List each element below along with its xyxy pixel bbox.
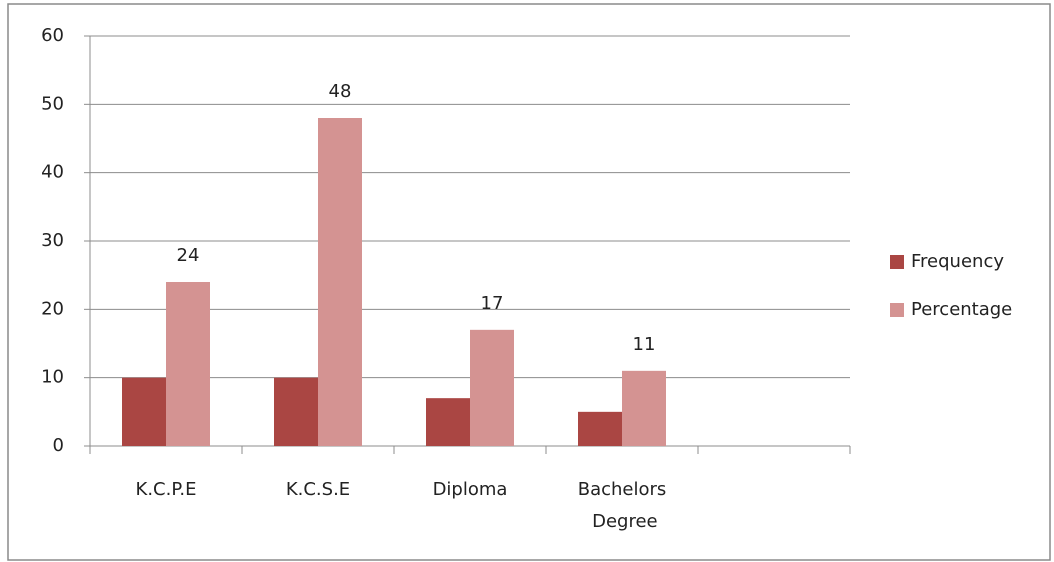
legend-swatch [890,255,904,269]
y-tick-label: 30 [41,230,64,251]
y-tick-label: 0 [53,435,64,456]
y-tick-label: 10 [41,367,64,388]
legend-swatch [890,303,904,317]
data-label: 11 [633,334,656,355]
x-tick-label: Diploma [433,479,508,500]
bar [274,377,318,446]
legend-label: Frequency [911,251,1004,272]
data-label: 17 [481,293,504,314]
x-tick-label: Bachelors Degree [578,479,667,532]
bar [166,282,210,446]
data-label: 24 [177,245,200,266]
y-tick-label: 50 [41,93,64,114]
bar [622,370,666,446]
bar [318,118,362,446]
bar [426,398,470,446]
data-label: 48 [329,81,352,102]
x-tick-label: K.C.S.E [286,479,350,500]
legend-label: Percentage [911,299,1012,320]
x-tick-label: K.C.P.E [136,479,197,500]
y-tick-label: 20 [41,298,64,319]
bar [122,377,166,446]
y-tick-label: 60 [41,25,64,46]
chart-frame [7,3,1051,561]
bar [578,411,622,446]
y-tick-label: 40 [41,162,64,183]
bar [470,329,514,446]
